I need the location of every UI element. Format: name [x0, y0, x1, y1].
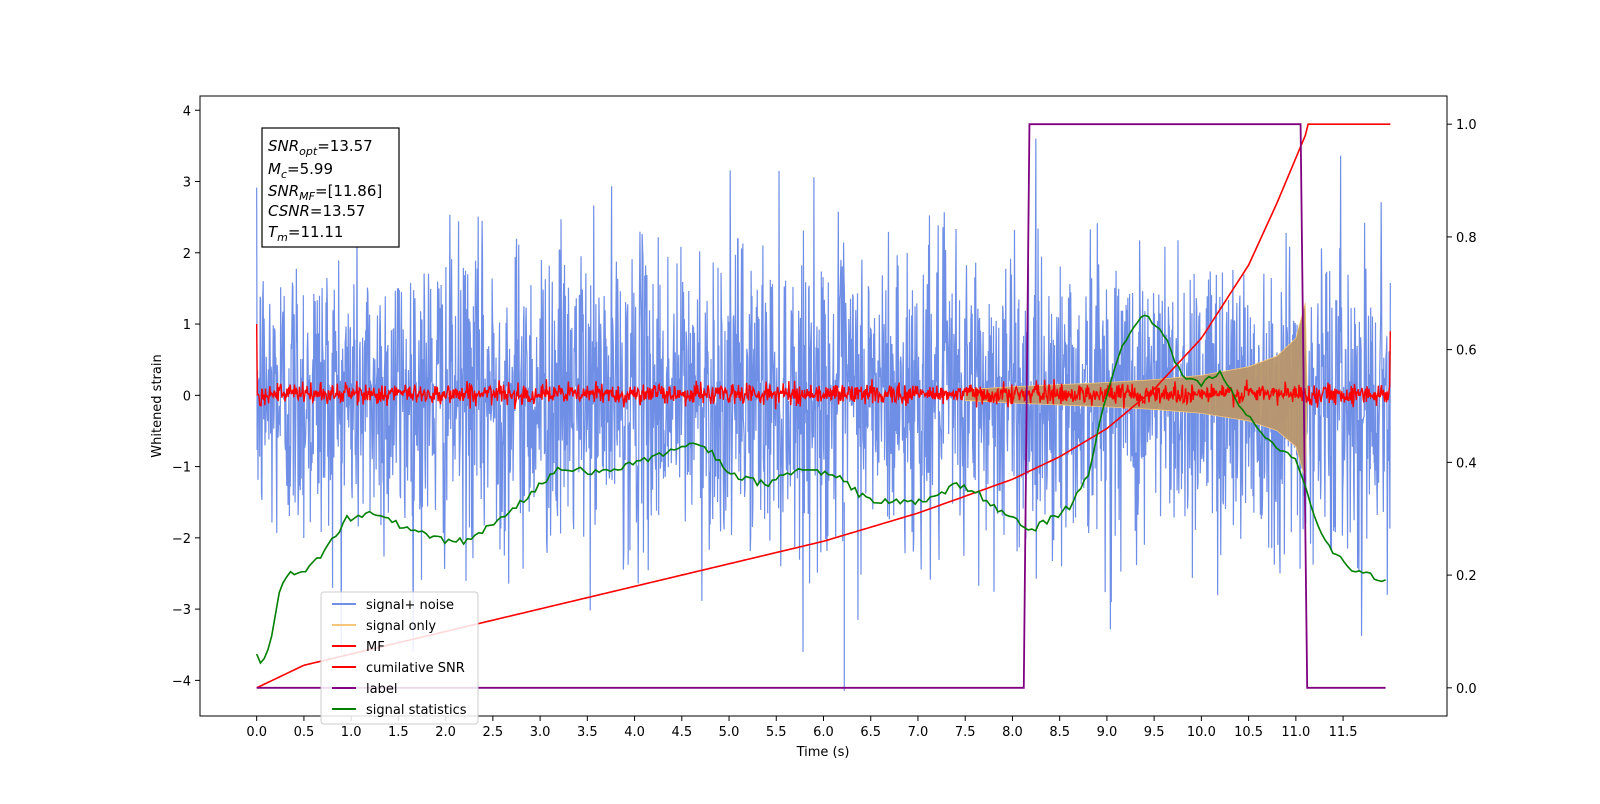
signal-statistics-line: [255, 314, 1386, 665]
signal-noise-line: [256, 138, 1391, 652]
x-tick-label: 11.5: [1329, 725, 1358, 740]
x-tick-label: 3.5: [577, 725, 598, 740]
annotation-mc: Mc=5.99: [268, 160, 333, 181]
annotation-snr-opt: SNRopt=13.57: [268, 137, 373, 158]
legend-label-signal-statistics: signal statistics: [366, 703, 467, 718]
x-tick-label: 8.5: [1049, 725, 1070, 740]
x-tick-label: 6.0: [813, 725, 834, 740]
x-tick-label: 5.0: [719, 725, 740, 740]
x-tick-label: 1.0: [341, 725, 362, 740]
y2-tick-label: 0.6: [1456, 344, 1477, 359]
x-tick-label: 1.5: [388, 725, 409, 740]
x-tick-label: 9.5: [1144, 725, 1165, 740]
y2-tick-label: 0.2: [1456, 569, 1477, 584]
y-tick-label: −1: [172, 461, 191, 476]
legend-label-signal-noise: signal+ noise: [366, 598, 454, 613]
x-tick-label: 2.5: [483, 725, 504, 740]
legend-label-signal-only: signal only: [366, 619, 436, 634]
x-tick-label: 0.0: [246, 725, 267, 740]
signal-statistics-series: [255, 314, 1386, 665]
x-tick-label: 11.0: [1281, 725, 1310, 740]
annotation-snr-mf: SNRMF=[11.86]: [268, 182, 382, 203]
x-axis-ticks: 0.0 0.5 1.0 1.5 2.0 2.5 3.0 3.5 4.0 4.5 5.0 5.5 6.0 6…: [246, 716, 1358, 740]
annotation-tm: Tm=11.11: [268, 223, 343, 244]
x-tick-label: 8.0: [1002, 725, 1023, 740]
x-tick-label: 2.0: [435, 725, 456, 740]
y-tick-label: 4: [183, 104, 191, 119]
y2-tick-label: 0.0: [1456, 682, 1477, 697]
x-tick-label: 7.0: [908, 725, 929, 740]
y-tick-label: −2: [172, 532, 191, 547]
signal-noise-series: [256, 138, 1391, 692]
label-line: [256, 123, 1386, 689]
legend-label-mf: MF: [366, 640, 385, 655]
y-axis-label: Whitened strain: [150, 354, 165, 457]
y2-axis-ticks: 1.0 0.8 0.6 0.4 0.2 0.0: [1447, 118, 1477, 697]
x-axis-label: Time (s): [796, 745, 850, 760]
y-axis-ticks: 4 3 2 1 0 −1 −2 −3 −4: [172, 104, 200, 689]
y2-tick-label: 0.4: [1456, 456, 1477, 471]
y-tick-label: −3: [172, 603, 191, 618]
annotation-frame: [261, 127, 400, 248]
y-tick-label: 3: [183, 176, 191, 191]
x-tick-label: 7.5: [955, 725, 976, 740]
legend: signal+ noise signal only MF cumilative …: [320, 591, 479, 725]
signal-only-series: [964, 302, 1308, 479]
signal-only-envelope: [964, 302, 1308, 479]
mf-line: [255, 324, 1392, 410]
annotation-box: SNRopt=13.57 Mc=5.99 SNRMF=[11.86] CSNR=…: [261, 127, 400, 248]
mf-series: [255, 324, 1392, 410]
y2-tick-label: 1.0: [1456, 118, 1477, 133]
legend-label-label: label: [366, 682, 397, 697]
x-tick-label: 3.0: [530, 725, 551, 740]
y2-tick-label: 0.8: [1456, 231, 1477, 246]
y-tick-label: 1: [183, 318, 191, 333]
x-tick-label: 4.0: [624, 725, 645, 740]
y-tick-label: 2: [183, 247, 191, 262]
label-series: [256, 123, 1386, 689]
x-tick-label: 4.5: [671, 725, 692, 740]
x-tick-label: 0.5: [294, 725, 315, 740]
x-tick-label: 9.0: [1097, 725, 1118, 740]
x-tick-label: 10.5: [1234, 725, 1263, 740]
x-tick-label: 5.5: [766, 725, 787, 740]
annotation-csnr: CSNR=13.57: [268, 202, 365, 220]
x-tick-label: 6.5: [860, 725, 881, 740]
legend-frame: [320, 591, 479, 725]
x-tick-label: 10.0: [1187, 725, 1216, 740]
y-tick-label: 0: [183, 389, 191, 404]
y-tick-label: −4: [172, 674, 191, 689]
legend-label-cumulative-snr: cumilative SNR: [366, 661, 465, 676]
